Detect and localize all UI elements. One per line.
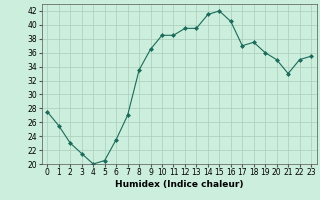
X-axis label: Humidex (Indice chaleur): Humidex (Indice chaleur): [115, 180, 244, 189]
